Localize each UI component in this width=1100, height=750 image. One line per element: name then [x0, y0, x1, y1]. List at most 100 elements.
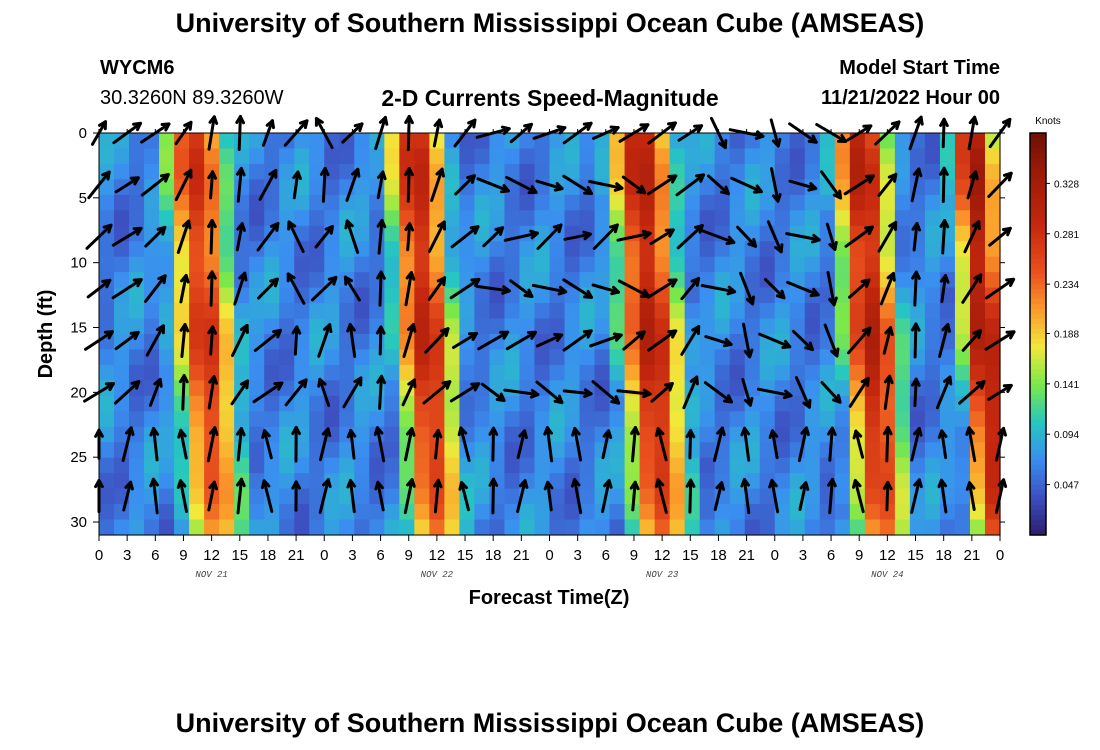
arrow-head — [715, 481, 725, 491]
arrow-head — [997, 478, 1008, 488]
current-arrow — [910, 478, 923, 514]
heatmap-cell — [429, 349, 445, 366]
heatmap-cell — [969, 473, 986, 490]
heatmap-cell — [774, 163, 791, 180]
arrow-shaft — [622, 330, 646, 351]
arrow-head — [939, 274, 950, 284]
colorbar-segment — [1030, 414, 1046, 420]
heatmap-cell — [894, 380, 911, 397]
colorbar-segment — [1030, 238, 1046, 245]
heatmap-cell — [354, 179, 370, 196]
heatmap-cell — [279, 442, 295, 459]
heatmap-cell — [99, 411, 115, 428]
current-arrow — [257, 277, 279, 300]
heatmap-cell — [159, 148, 175, 165]
x-tick-label: 15 — [682, 547, 699, 564]
arrow-head — [609, 125, 620, 135]
heatmap-cell — [249, 395, 265, 412]
arrow-head — [322, 478, 332, 488]
heatmap-cell — [99, 148, 115, 165]
arrow-head — [912, 167, 923, 178]
current-arrow — [404, 222, 415, 252]
heatmap-cell — [924, 287, 941, 304]
heatmap-cell — [474, 426, 491, 443]
colorbar-segment — [1030, 193, 1046, 199]
heatmap-cell — [654, 241, 671, 258]
current-arrow — [680, 325, 701, 356]
colorbar-segment — [1030, 354, 1046, 360]
colorbar-segment — [1030, 178, 1046, 184]
heatmap-cell — [924, 318, 941, 335]
heatmap-cell — [924, 349, 941, 366]
arrow-head — [602, 429, 613, 439]
current-arrow — [505, 330, 537, 351]
arrow-shaft — [573, 478, 583, 515]
heatmap-cell — [159, 457, 175, 474]
heatmap-cell — [669, 504, 686, 521]
heatmap-cell — [444, 473, 460, 490]
heatmap-cell — [954, 488, 971, 505]
arrow-head — [404, 166, 414, 177]
date-label: NOV 23 — [646, 570, 679, 580]
colorbar-segment — [1030, 379, 1046, 385]
heatmap-cell — [984, 349, 1001, 366]
heatmap-cell — [129, 519, 145, 536]
heatmap-cell — [879, 210, 896, 227]
current-arrow — [535, 380, 564, 405]
arrow-shaft — [913, 270, 918, 307]
arrow-shaft — [262, 479, 274, 513]
heatmap-cell — [474, 411, 491, 428]
heatmap-cell — [789, 473, 806, 490]
heatmap-cell — [699, 349, 716, 366]
heatmap-cell — [549, 519, 566, 536]
heatmap-cell — [534, 395, 551, 412]
arrow-shaft — [935, 375, 952, 410]
heatmap-cell — [249, 272, 265, 289]
heatmap-cell — [609, 364, 626, 381]
heatmap-cell — [189, 426, 205, 443]
arrow-head — [321, 427, 332, 438]
heatmap-cell — [684, 411, 701, 428]
arrow-shaft — [181, 374, 186, 411]
arrow-head — [207, 218, 217, 229]
current-arrow — [291, 425, 301, 463]
heatmap-cell — [909, 519, 926, 536]
current-arrow — [740, 426, 751, 462]
current-arrow — [543, 426, 554, 463]
heatmap-cell — [204, 133, 220, 150]
arrow-head — [235, 427, 246, 437]
current-arrow — [562, 388, 593, 398]
current-arrow — [798, 481, 810, 511]
heatmap-cell — [339, 411, 355, 428]
heatmap-cell — [909, 241, 926, 258]
heatmap-cell — [729, 148, 746, 165]
heatmap-cell — [99, 194, 115, 211]
x-tick-label: 15 — [907, 547, 924, 564]
heatmap-cell — [789, 210, 806, 227]
heatmap-cell — [459, 148, 476, 165]
current-arrow — [503, 229, 539, 242]
current-arrow — [236, 477, 246, 515]
arrow-head — [132, 121, 142, 132]
heatmap-cell — [789, 318, 806, 335]
heatmap-cell — [534, 504, 551, 521]
heatmap-cell — [894, 163, 911, 180]
heatmap-cell — [729, 349, 746, 366]
colorbar-segment — [1030, 349, 1046, 355]
arrow-head — [630, 426, 640, 436]
arrow-head — [125, 426, 135, 437]
heatmap-cell — [834, 473, 851, 490]
heatmap-cell — [129, 303, 145, 320]
heatmap-cell — [519, 194, 536, 211]
heatmap-cell — [909, 364, 926, 381]
current-arrow — [739, 271, 755, 306]
heatmap-cell — [189, 519, 205, 536]
heatmap-cell — [759, 148, 776, 165]
colorbar-segment — [1030, 168, 1046, 174]
colorbar-segment — [1030, 138, 1046, 144]
arrow-head — [377, 170, 387, 181]
heatmap-cell — [774, 225, 791, 242]
y-tick-label: 0 — [79, 125, 87, 142]
heatmap-cell — [324, 194, 340, 211]
heatmap-cell — [849, 519, 866, 536]
